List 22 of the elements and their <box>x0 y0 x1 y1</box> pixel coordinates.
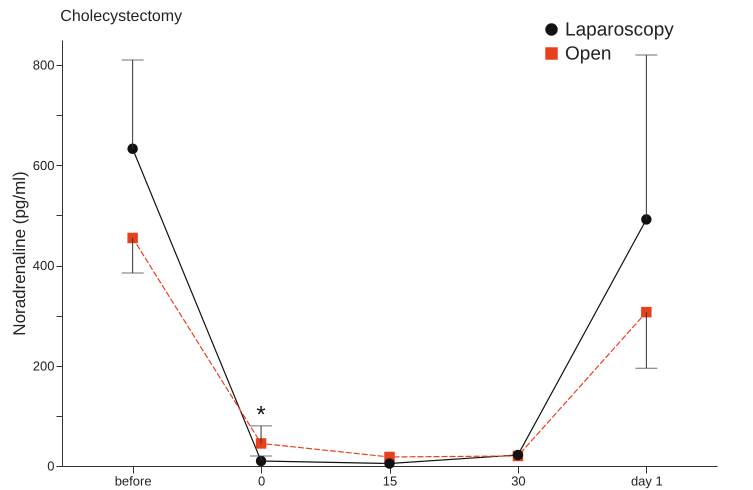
point <box>384 458 395 469</box>
point <box>641 214 652 225</box>
y-tick-label: 800 <box>32 58 54 73</box>
y-axis-title: Noradrenaline (pg/ml) <box>10 171 29 336</box>
legend-label: Laparoscopy <box>565 20 674 40</box>
x-tick-label: before <box>114 474 152 488</box>
chart-title: Cholecystectomy <box>60 8 182 25</box>
x-tick-label: 0 <box>258 474 266 488</box>
y-tick-label: 200 <box>32 358 54 374</box>
point <box>127 144 138 154</box>
legend-label: Open <box>565 44 612 64</box>
point <box>256 456 266 466</box>
y-tick-label: 400 <box>32 258 54 274</box>
y-tick-label: 0 <box>47 458 54 474</box>
y-tick-label: 600 <box>32 158 54 173</box>
annotation: * <box>256 401 266 428</box>
x-tick-label: 30 <box>511 474 526 488</box>
x-tick-label: day 1 <box>630 474 663 488</box>
point <box>641 306 652 318</box>
point <box>256 438 266 449</box>
point <box>127 232 138 244</box>
x-tick-label: 15 <box>382 474 398 488</box>
